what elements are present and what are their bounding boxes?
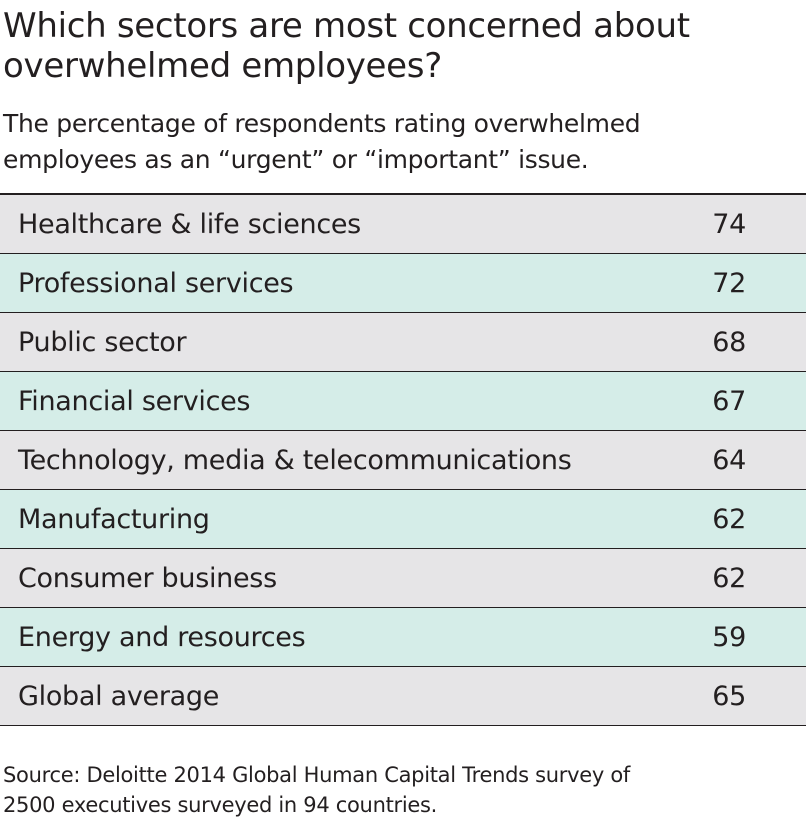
sector-label: Professional services <box>18 267 294 299</box>
table-row: Global average 65 <box>0 667 806 726</box>
sector-label: Energy and resources <box>18 621 306 653</box>
subtitle-line: employees as an “urgent” or “important” … <box>3 145 589 174</box>
sector-value: 68 <box>712 326 746 358</box>
sector-value: 74 <box>712 208 746 240</box>
sector-label: Technology, media & telecommunications <box>18 444 572 476</box>
sector-label: Global average <box>18 680 220 712</box>
sector-value: 67 <box>712 385 746 417</box>
sector-value: 62 <box>712 562 746 594</box>
title: Which sectors are most concerned about o… <box>3 6 690 86</box>
table-row: Healthcare & life sciences 74 <box>0 195 806 254</box>
sector-value: 59 <box>712 621 746 653</box>
table-row: Public sector 68 <box>0 313 806 372</box>
table-row: Manufacturing 62 <box>0 490 806 549</box>
table-row: Consumer business 62 <box>0 549 806 608</box>
sector-value: 64 <box>712 444 746 476</box>
source-line: 2500 executives surveyed in 94 countries… <box>3 793 438 817</box>
sector-value: 65 <box>712 680 746 712</box>
sector-label: Consumer business <box>18 562 277 594</box>
table-row: Professional services 72 <box>0 254 806 313</box>
source-line: Source: Deloitte 2014 Global Human Capit… <box>3 763 631 787</box>
subtitle: The percentage of respondents rating ove… <box>3 106 641 178</box>
sector-value: 72 <box>712 267 746 299</box>
title-line: Which sectors are most concerned about <box>3 6 690 46</box>
table-row: Financial services 67 <box>0 372 806 431</box>
table: Healthcare & life sciences 74 Professional… <box>0 193 806 726</box>
subtitle-line: The percentage of respondents rating ove… <box>3 109 641 138</box>
table-row: Technology, media & telecommunications 64 <box>0 431 806 490</box>
sector-label: Healthcare & life sciences <box>18 208 361 240</box>
sector-label: Manufacturing <box>18 503 210 535</box>
sector-value: 62 <box>712 503 746 535</box>
source: Source: Deloitte 2014 Global Human Capit… <box>3 760 630 820</box>
table-row: Energy and resources 59 <box>0 608 806 667</box>
title-line: overwhelmed employees? <box>3 46 442 86</box>
sector-label: Public sector <box>18 326 187 358</box>
sector-label: Financial services <box>18 385 251 417</box>
